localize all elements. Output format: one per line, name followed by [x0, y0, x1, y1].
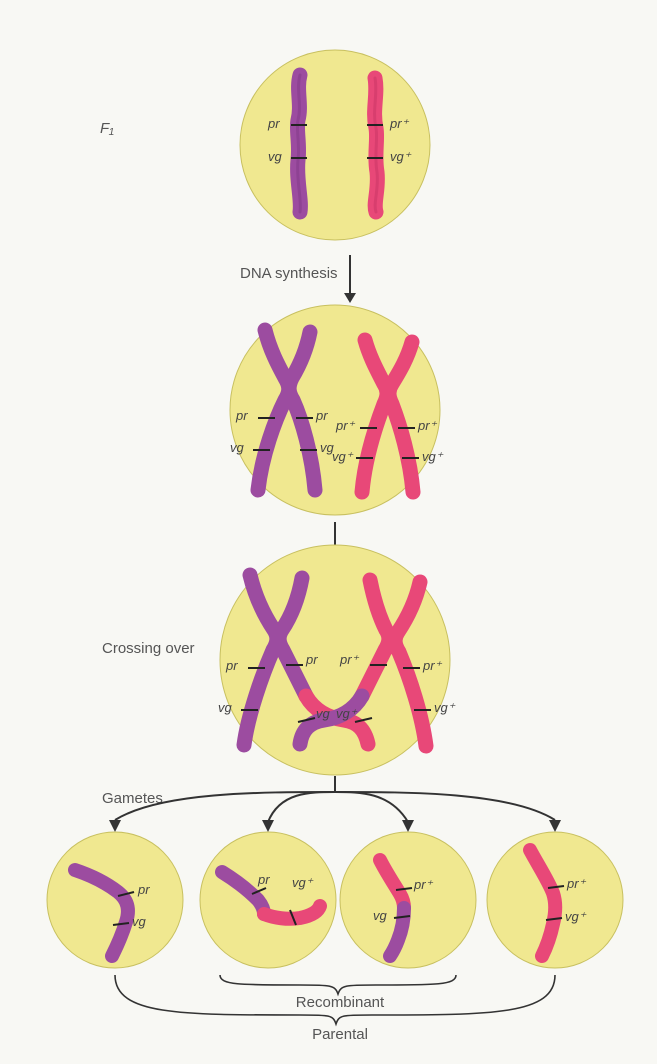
- label-parental: Parental: [300, 1026, 380, 1043]
- brackets: [0, 0, 657, 1064]
- label-recombinant: Recombinant: [290, 994, 390, 1011]
